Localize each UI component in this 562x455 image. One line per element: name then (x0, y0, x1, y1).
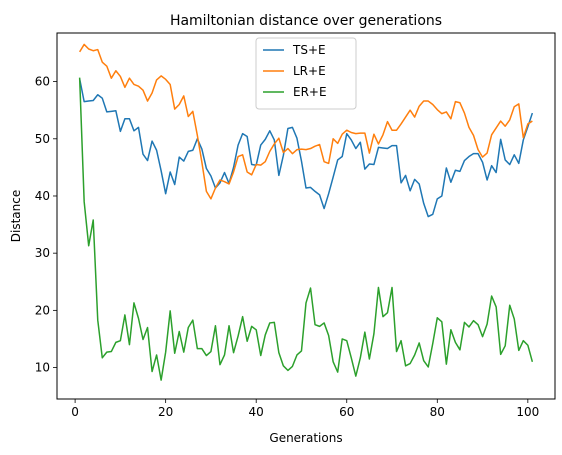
x-tick-label: 80 (430, 405, 445, 419)
x-tick-label: 60 (339, 405, 354, 419)
series-layer (78, 43, 534, 381)
y-tick-label: 10 (35, 361, 50, 375)
x-tick-label: 40 (249, 405, 264, 419)
y-tick-label: 40 (35, 189, 50, 203)
legend-label-2: LR+E (293, 64, 326, 78)
y-tick-label: 50 (35, 132, 50, 146)
legend: TS+E LR+E ER+E (255, 37, 357, 110)
plot-frame (56, 32, 556, 400)
series-line-1 (78, 78, 534, 218)
x-axis-title: Generations (269, 431, 342, 445)
legend-label-1: TS+E (292, 43, 326, 57)
y-axis-title: Distance (9, 190, 23, 242)
x-axis: 0 20 40 60 80 100 (71, 399, 539, 419)
x-tick-label: 0 (71, 405, 79, 419)
y-tick-label: 30 (35, 246, 50, 260)
series-line-3 (78, 77, 534, 381)
legend-label-3: ER+E (293, 85, 327, 99)
y-axis: 10 20 30 40 50 60 (35, 75, 57, 375)
y-tick-label: 20 (35, 303, 50, 317)
x-tick-label: 100 (516, 405, 539, 419)
series-line-2 (78, 43, 533, 200)
y-tick-label: 60 (35, 75, 50, 89)
chart-title: Hamiltonian distance over generations (170, 13, 442, 29)
x-tick-label: 20 (158, 405, 173, 419)
